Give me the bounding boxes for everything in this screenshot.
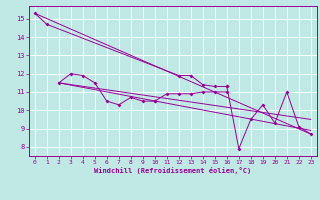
X-axis label: Windchill (Refroidissement éolien,°C): Windchill (Refroidissement éolien,°C) <box>94 167 252 174</box>
